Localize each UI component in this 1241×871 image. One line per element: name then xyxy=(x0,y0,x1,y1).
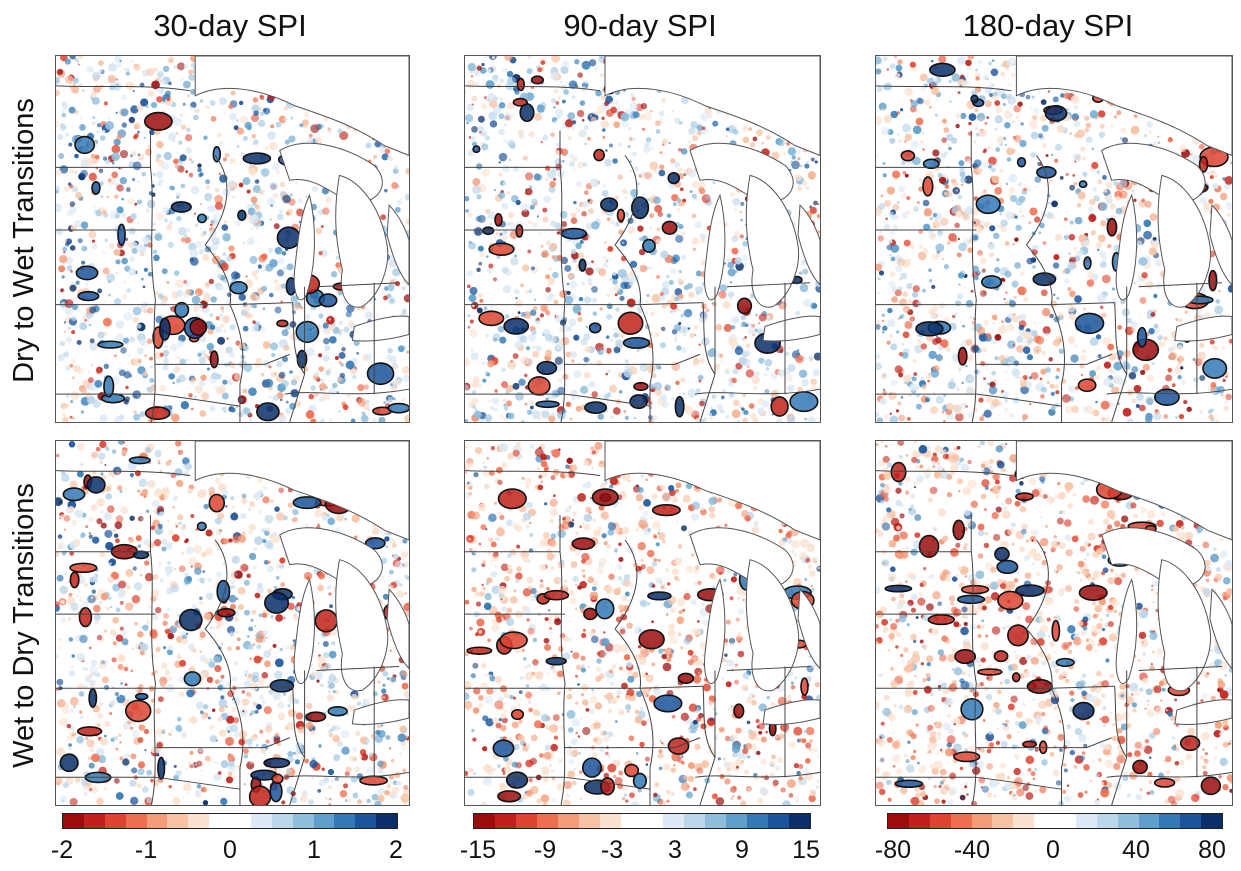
colorbar-90-tick: 9 xyxy=(735,836,749,864)
colorbar-segment xyxy=(167,814,189,828)
colorbar-segment xyxy=(705,814,726,828)
colorbar-segment xyxy=(1034,814,1055,828)
colorbar-segment xyxy=(908,814,930,828)
colorbar-segment xyxy=(747,814,768,828)
colorbar-segment xyxy=(621,814,642,828)
colorbar-segment xyxy=(1013,814,1035,828)
colorbar-180-tick: 0 xyxy=(1046,836,1060,864)
colorbar-segment xyxy=(1180,814,1202,828)
map-svg xyxy=(56,56,409,422)
colorbar-segment xyxy=(292,814,314,828)
colorbar-segment xyxy=(1138,814,1160,828)
colorbar-segment xyxy=(230,814,251,828)
colorbar-segment xyxy=(579,814,600,828)
map-svg xyxy=(56,441,409,805)
colorbar-90-tick: -15 xyxy=(459,836,497,864)
colorbar-segment xyxy=(1075,814,1097,828)
map-panel-90day-dry-to-wet xyxy=(464,55,821,423)
colorbar-segment xyxy=(950,814,972,828)
colorbar-segment xyxy=(992,814,1014,828)
colorbar-segment xyxy=(146,814,168,828)
column-title-30-day: 30-day SPI xyxy=(153,8,307,43)
row-label-dry-to-wet: Dry to Wet Transitions xyxy=(4,55,44,425)
colorbar-90-tick: 15 xyxy=(792,836,820,864)
colorbar-segment xyxy=(971,814,993,828)
colorbar-segment xyxy=(495,814,516,828)
colorbar-segment xyxy=(1055,814,1076,828)
colorbar-segment xyxy=(516,814,537,828)
colorbar-segment xyxy=(1159,814,1181,828)
map-svg xyxy=(876,56,1232,422)
colorbar-segment xyxy=(376,814,397,828)
colorbar-segment xyxy=(188,814,210,828)
row-label-wet-to-dry-text: Wet to Dry Transitions xyxy=(7,482,40,768)
colorbar-segment xyxy=(83,814,105,828)
map-panel-30day-dry-to-wet xyxy=(55,55,410,423)
colorbar-segment xyxy=(663,814,684,828)
colorbar-180-tick: 40 xyxy=(1122,836,1150,864)
colorbar-segment xyxy=(789,814,810,828)
colorbar-90-tick: -9 xyxy=(533,836,557,864)
colorbar-segment xyxy=(1117,814,1139,828)
map-panel-180day-dry-to-wet xyxy=(875,55,1233,423)
colorbar-segment xyxy=(355,814,377,828)
colorbar-segment xyxy=(768,814,789,828)
column-title-90-day: 90-day SPI xyxy=(563,8,717,43)
colorbar-segment xyxy=(888,814,909,828)
colorbar-90-day xyxy=(473,813,811,829)
colorbar-segment xyxy=(1096,814,1118,828)
colorbar-segment xyxy=(537,814,558,828)
colorbar-segment xyxy=(334,814,356,828)
colorbar-180-tick: 80 xyxy=(1198,836,1226,864)
colorbar-segment xyxy=(209,814,230,828)
colorbar-segment xyxy=(250,814,272,828)
colorbar-30-tick: -1 xyxy=(134,836,158,864)
colorbar-segment xyxy=(684,814,705,828)
map-svg xyxy=(465,441,820,805)
colorbar-segment xyxy=(642,814,663,828)
colorbar-segment xyxy=(929,814,951,828)
colorbar-segment xyxy=(104,814,126,828)
colorbar-segment xyxy=(558,814,579,828)
map-svg xyxy=(465,56,820,422)
row-label-dry-to-wet-text: Dry to Wet Transitions xyxy=(7,97,40,383)
map-panel-90day-wet-to-dry xyxy=(464,440,821,806)
colorbar-180-day xyxy=(887,813,1223,829)
colorbar-segment xyxy=(125,814,147,828)
colorbar-segment xyxy=(271,814,293,828)
colorbar-90-tick: 3 xyxy=(668,836,682,864)
colorbar-180-tick: -40 xyxy=(953,836,991,864)
colorbar-segment xyxy=(474,814,495,828)
colorbar-30-day xyxy=(62,813,398,829)
colorbar-180-tick: -80 xyxy=(874,836,912,864)
map-panel-180day-wet-to-dry xyxy=(875,440,1233,806)
map-svg xyxy=(876,441,1232,805)
colorbar-segment xyxy=(1201,814,1222,828)
colorbar-segment xyxy=(600,814,621,828)
colorbar-segment xyxy=(726,814,747,828)
colorbar-30-tick: -2 xyxy=(50,836,74,864)
colorbar-30-tick: 2 xyxy=(389,836,403,864)
colorbar-90-tick: -3 xyxy=(600,836,624,864)
column-title-180-day: 180-day SPI xyxy=(962,8,1134,43)
row-label-wet-to-dry: Wet to Dry Transitions xyxy=(4,440,44,810)
colorbar-30-tick: 1 xyxy=(307,836,321,864)
colorbar-segment xyxy=(313,814,335,828)
colorbar-30-tick: 0 xyxy=(223,836,237,864)
colorbar-segment xyxy=(63,814,84,828)
map-panel-30day-wet-to-dry xyxy=(55,440,410,806)
